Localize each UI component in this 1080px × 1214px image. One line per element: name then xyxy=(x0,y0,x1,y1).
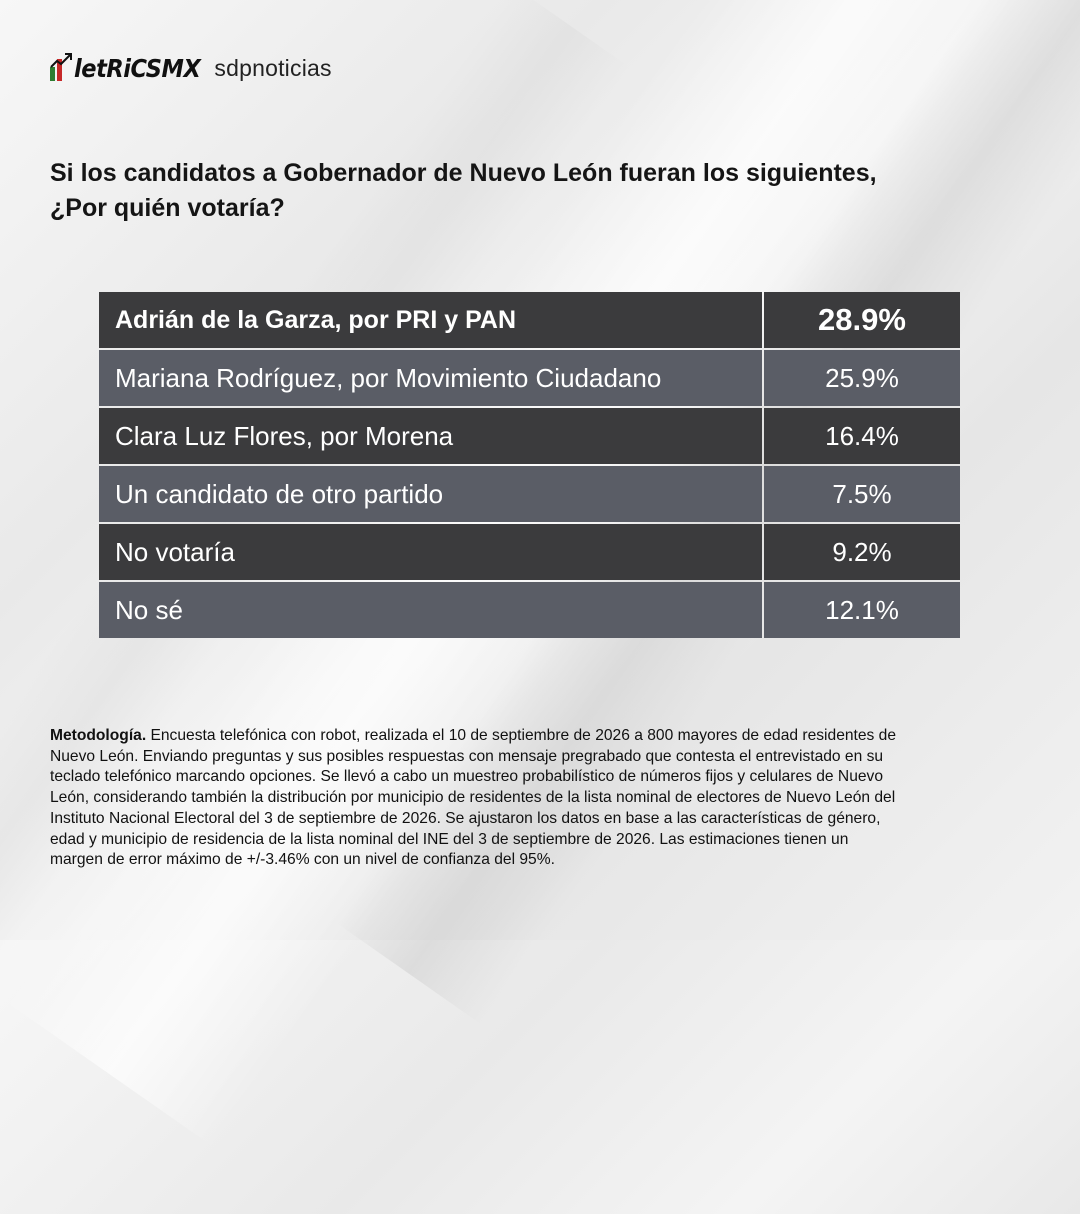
table-row: No sé 12.1% xyxy=(99,582,960,638)
methodology-line: edad y municipio de residencia de la lis… xyxy=(50,830,849,848)
candidate-label: Adrián de la Garza, por PRI y PAN xyxy=(99,292,762,348)
metrics-logo-icon xyxy=(50,51,72,85)
partner-logo-text: sdpnoticias xyxy=(214,54,332,81)
chart-title: Si los candidatos a Gobernador de Nuevo … xyxy=(50,156,1040,226)
candidate-label: Un candidato de otro partido xyxy=(99,466,762,522)
table-row: Un candidato de otro partido 7.5% xyxy=(99,466,960,522)
table-row: Mariana Rodríguez, por Movimiento Ciudad… xyxy=(99,350,960,406)
methodology-line-1: Metodología. Encuesta telefónica con rob… xyxy=(50,727,897,744)
table-row: No votaría 9.2% xyxy=(99,524,960,580)
methodology-line: teclado telefónico marcando opciones. Se… xyxy=(50,768,884,786)
methodology-note: Metodología. Encuesta telefónica con rob… xyxy=(50,726,1035,871)
vote-percentage: 7.5% xyxy=(764,466,960,522)
vote-percentage: 12.1% xyxy=(764,582,960,638)
candidate-label: Clara Luz Flores, por Morena xyxy=(99,408,762,464)
vote-percentage: 16.4% xyxy=(764,408,960,464)
table-row: Clara Luz Flores, por Morena 16.4% xyxy=(99,408,960,464)
candidate-label: No votaría xyxy=(99,524,762,580)
table-row: Adrián de la Garza, por PRI y PAN 28.9% xyxy=(99,292,960,348)
methodology-line: León, considerando también la distribuci… xyxy=(50,789,896,807)
vote-percentage: 25.9% xyxy=(764,350,960,406)
brand-logo-text: letRiCSMX xyxy=(74,53,201,83)
methodology-line: Nuevo León. Enviando preguntas y sus pos… xyxy=(50,747,884,765)
methodology-line: Instituto Nacional Electoral del 3 de se… xyxy=(50,809,881,827)
results-table: Adrián de la Garza, por PRI y PAN 28.9% Ma… xyxy=(99,292,960,638)
title-line-2: ¿Por quién votaría? xyxy=(50,194,285,222)
candidate-label: Mariana Rodríguez, por Movimiento Ciudad… xyxy=(99,350,762,406)
title-line-1: Si los candidatos a Gobernador de Nuevo … xyxy=(50,159,877,187)
methodology-line: margen de error máximo de +/-3.46% con u… xyxy=(50,851,555,869)
methodology-heading: Metodología. xyxy=(50,727,147,744)
candidate-label: No sé xyxy=(99,582,762,638)
vote-percentage: 9.2% xyxy=(764,524,960,580)
vote-percentage: 28.9% xyxy=(764,292,960,348)
brand-header: letRiCSMX sdpnoticias xyxy=(50,48,332,88)
